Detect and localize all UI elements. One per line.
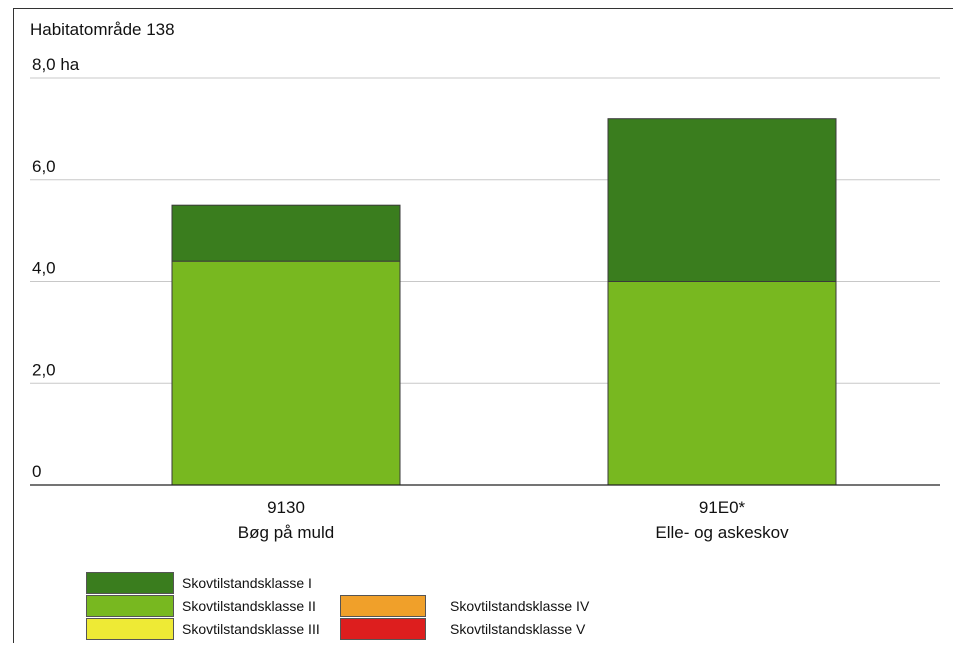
legend-label-klasse-i: Skovtilstandsklasse I bbox=[182, 575, 312, 591]
legend-swatch-klasse-ii bbox=[86, 595, 174, 617]
bar-segment bbox=[607, 281, 837, 486]
legend-label-klasse-iii: Skovtilstandsklasse III bbox=[182, 621, 320, 637]
legend-swatch-klasse-iii bbox=[86, 618, 174, 640]
x-category-name: Bøg på muld bbox=[238, 523, 334, 542]
bar-segment bbox=[607, 118, 837, 282]
y-tick-label: 2,0 bbox=[32, 360, 56, 379]
chart-title: Habitatområde 138 bbox=[30, 20, 175, 39]
legend-label-klasse-v: Skovtilstandsklasse V bbox=[450, 621, 586, 637]
y-tick-label: 4,0 bbox=[32, 259, 56, 278]
y-tick-label: 6,0 bbox=[32, 157, 56, 176]
legend-label-klasse-iv: Skovtilstandsklasse IV bbox=[450, 598, 590, 614]
legend-swatch-klasse-i bbox=[86, 572, 174, 594]
x-category-code: 91E0* bbox=[699, 498, 746, 517]
stacked-bar-chart: 0 2,0 4,0 6,0 8,0 ha 9130 Bøg på muld 91E0* Elle… bbox=[30, 55, 940, 542]
legend-swatch-klasse-v bbox=[340, 618, 426, 640]
legend-label-klasse-ii: Skovtilstandsklasse II bbox=[182, 598, 316, 614]
chart-frame bbox=[13, 8, 953, 643]
legend-swatch-klasse-iv bbox=[340, 595, 426, 617]
bar-segment bbox=[171, 204, 401, 262]
x-category-code: 9130 bbox=[267, 498, 305, 517]
x-category-name: Elle- og askeskov bbox=[655, 523, 789, 542]
y-tick-label: 0 bbox=[32, 462, 41, 481]
y-tick-label: 8,0 ha bbox=[32, 55, 80, 74]
bar-segment bbox=[171, 260, 401, 486]
